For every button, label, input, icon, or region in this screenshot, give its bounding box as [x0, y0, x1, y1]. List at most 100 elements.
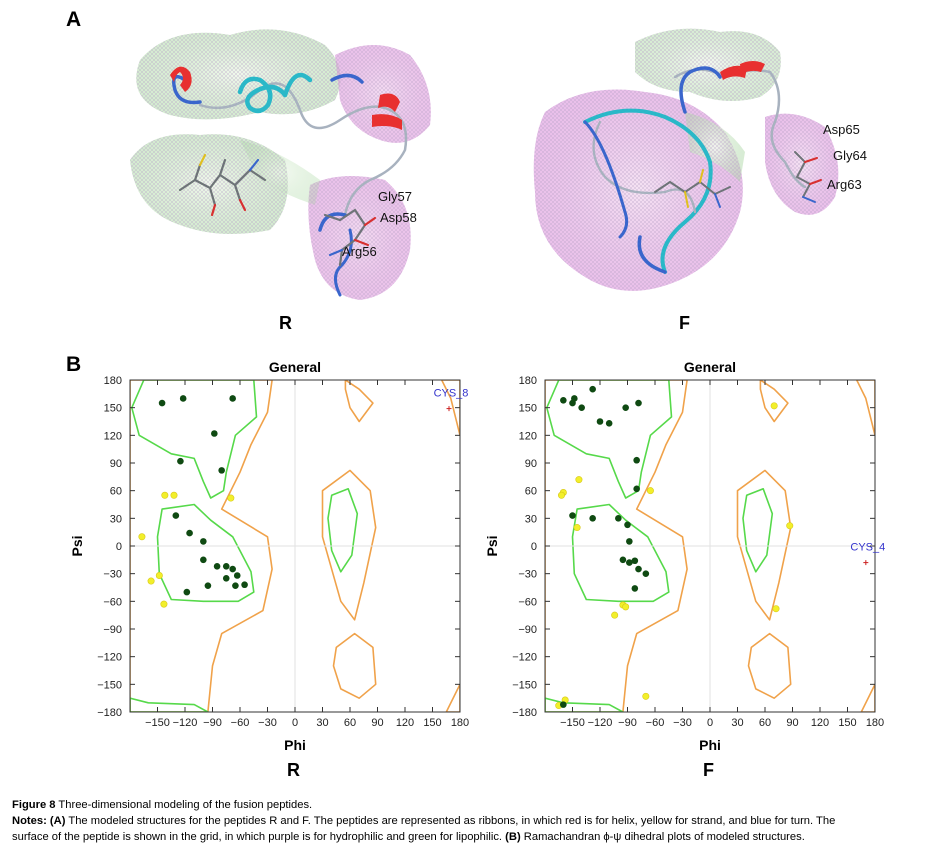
x-tick-label: −60: [646, 717, 665, 729]
x-tick-label: 60: [344, 717, 356, 729]
favored-point: [589, 515, 596, 522]
x-tick-label: 90: [371, 717, 383, 729]
molecule-f-render: Asp65 Gly64 Arg63: [525, 22, 905, 307]
y-tick-label: −150: [512, 679, 537, 691]
caption-notes-line-2: surface of the peptide is shown in the g…: [12, 829, 942, 845]
x-tick-label: −120: [173, 717, 198, 729]
x-tick-label: −60: [231, 717, 250, 729]
favored-point: [222, 574, 230, 582]
x-tick-label: −150: [145, 717, 170, 729]
region-contour: [156, 503, 255, 603]
y-tick-label: −60: [518, 596, 537, 608]
x-tick-label: −150: [560, 717, 585, 729]
favored-point: [626, 559, 633, 566]
x-tick-label: 120: [811, 717, 829, 729]
favored-point: [622, 404, 629, 411]
y-tick-label: 30: [525, 513, 537, 525]
allowed-point: [155, 572, 163, 580]
region-contour: [332, 632, 377, 700]
y-tick-label: 120: [519, 430, 537, 442]
favored-point: [218, 467, 225, 474]
allowed-point: [557, 491, 565, 499]
favored-point: [204, 582, 212, 589]
x-tick-label: 0: [707, 717, 713, 729]
x-tick-label: −30: [673, 717, 692, 729]
y-tick-label: 150: [519, 403, 537, 415]
x-tick-label: 150: [423, 717, 441, 729]
structure-label-r: R: [279, 313, 292, 333]
helix-r: [170, 66, 402, 130]
y-axis-label: Psi: [69, 535, 85, 556]
y-tick-label: −180: [97, 707, 122, 719]
favored-point: [633, 485, 640, 493]
x-tick-label: 180: [866, 717, 884, 729]
region-contour: [545, 380, 688, 712]
allowed-point: [642, 692, 650, 700]
favored-point: [631, 557, 639, 565]
x-axis-label: Phi: [284, 737, 306, 753]
region-contour: [321, 469, 377, 621]
sticks-f: [654, 151, 822, 208]
favored-point: [200, 556, 207, 564]
figure-title: Three-dimensional modeling of the fusion…: [58, 799, 313, 811]
ramachandran-plot-f: −150 −120 −90 −60 −30 0 30 60 90 120 150 180 180 150 1…: [484, 359, 885, 753]
x-tick-label: 120: [396, 717, 414, 729]
region-contour: [860, 683, 875, 712]
y-tick-label: −180: [512, 707, 537, 719]
allowed-point: [227, 494, 235, 502]
y-tick-label: 150: [104, 403, 122, 415]
allowed-point: [611, 611, 619, 619]
favored-point: [177, 457, 184, 465]
notes-label: Notes:: [12, 815, 47, 827]
outlier-label: CYS_8: [434, 388, 469, 400]
region-contour: [130, 697, 209, 712]
region-contour: [571, 503, 670, 603]
residue-label: Asp58: [380, 210, 417, 225]
x-tick-label: −30: [258, 717, 277, 729]
allowed-point: [138, 533, 146, 541]
x-tick-label: 60: [759, 717, 771, 729]
surface-r: [130, 29, 431, 300]
plot-label-r: R: [287, 760, 300, 780]
y-tick-label: −60: [103, 596, 122, 608]
x-tick-label: 150: [838, 717, 856, 729]
x-tick-label: 0: [292, 717, 298, 729]
favored-point: [211, 430, 218, 437]
y-tick-label: 30: [110, 513, 122, 525]
region-contour: [440, 380, 460, 437]
allowed-point: [170, 491, 178, 499]
region-contour: [131, 380, 258, 499]
caption-notes-line: Notes: (A) The modeled structures for th…: [12, 813, 942, 829]
region-contour: [736, 469, 792, 621]
ramachandran-plot-r: −150 −120 −90 −60 −30 0 30 60 90 120 150 180 180 150 1…: [0, 0, 470, 760]
region-outlines: [545, 380, 875, 712]
y-tick-label: −30: [518, 569, 537, 581]
favored-point: [631, 585, 639, 592]
favored-point: [222, 562, 230, 570]
y-tick-label: 60: [110, 486, 122, 498]
favored-point: [158, 399, 166, 407]
favored-point: [635, 399, 642, 407]
y-tick-label: −120: [512, 652, 537, 664]
favored-point: [186, 529, 193, 537]
favored-point: [635, 565, 642, 573]
ramachandran-svg-f: −150 −120 −90 −60 −30 0 30 60 90 120 150 1801801501…: [484, 359, 885, 753]
favored-point: [200, 538, 207, 545]
allowed-point: [772, 605, 780, 613]
notes-b-letter: (B): [505, 831, 521, 843]
x-tick-label: −120: [588, 717, 613, 729]
sticks-r: [178, 153, 377, 267]
favored-point: [241, 581, 248, 589]
plot-label-f: F: [703, 760, 714, 780]
caption-title-line: Figure 8 Three-dimensional modeling of t…: [12, 797, 942, 813]
x-tick-label: 90: [786, 717, 798, 729]
allowed-point: [573, 524, 581, 532]
favored-point: [642, 570, 650, 577]
allowed-point: [646, 487, 654, 495]
allowed-point: [147, 577, 155, 585]
region-contour: [130, 380, 273, 712]
x-tick-label: 30: [731, 717, 743, 729]
favored-point: [615, 515, 622, 522]
x-tick-label: 30: [316, 717, 328, 729]
region-contour: [327, 487, 359, 573]
